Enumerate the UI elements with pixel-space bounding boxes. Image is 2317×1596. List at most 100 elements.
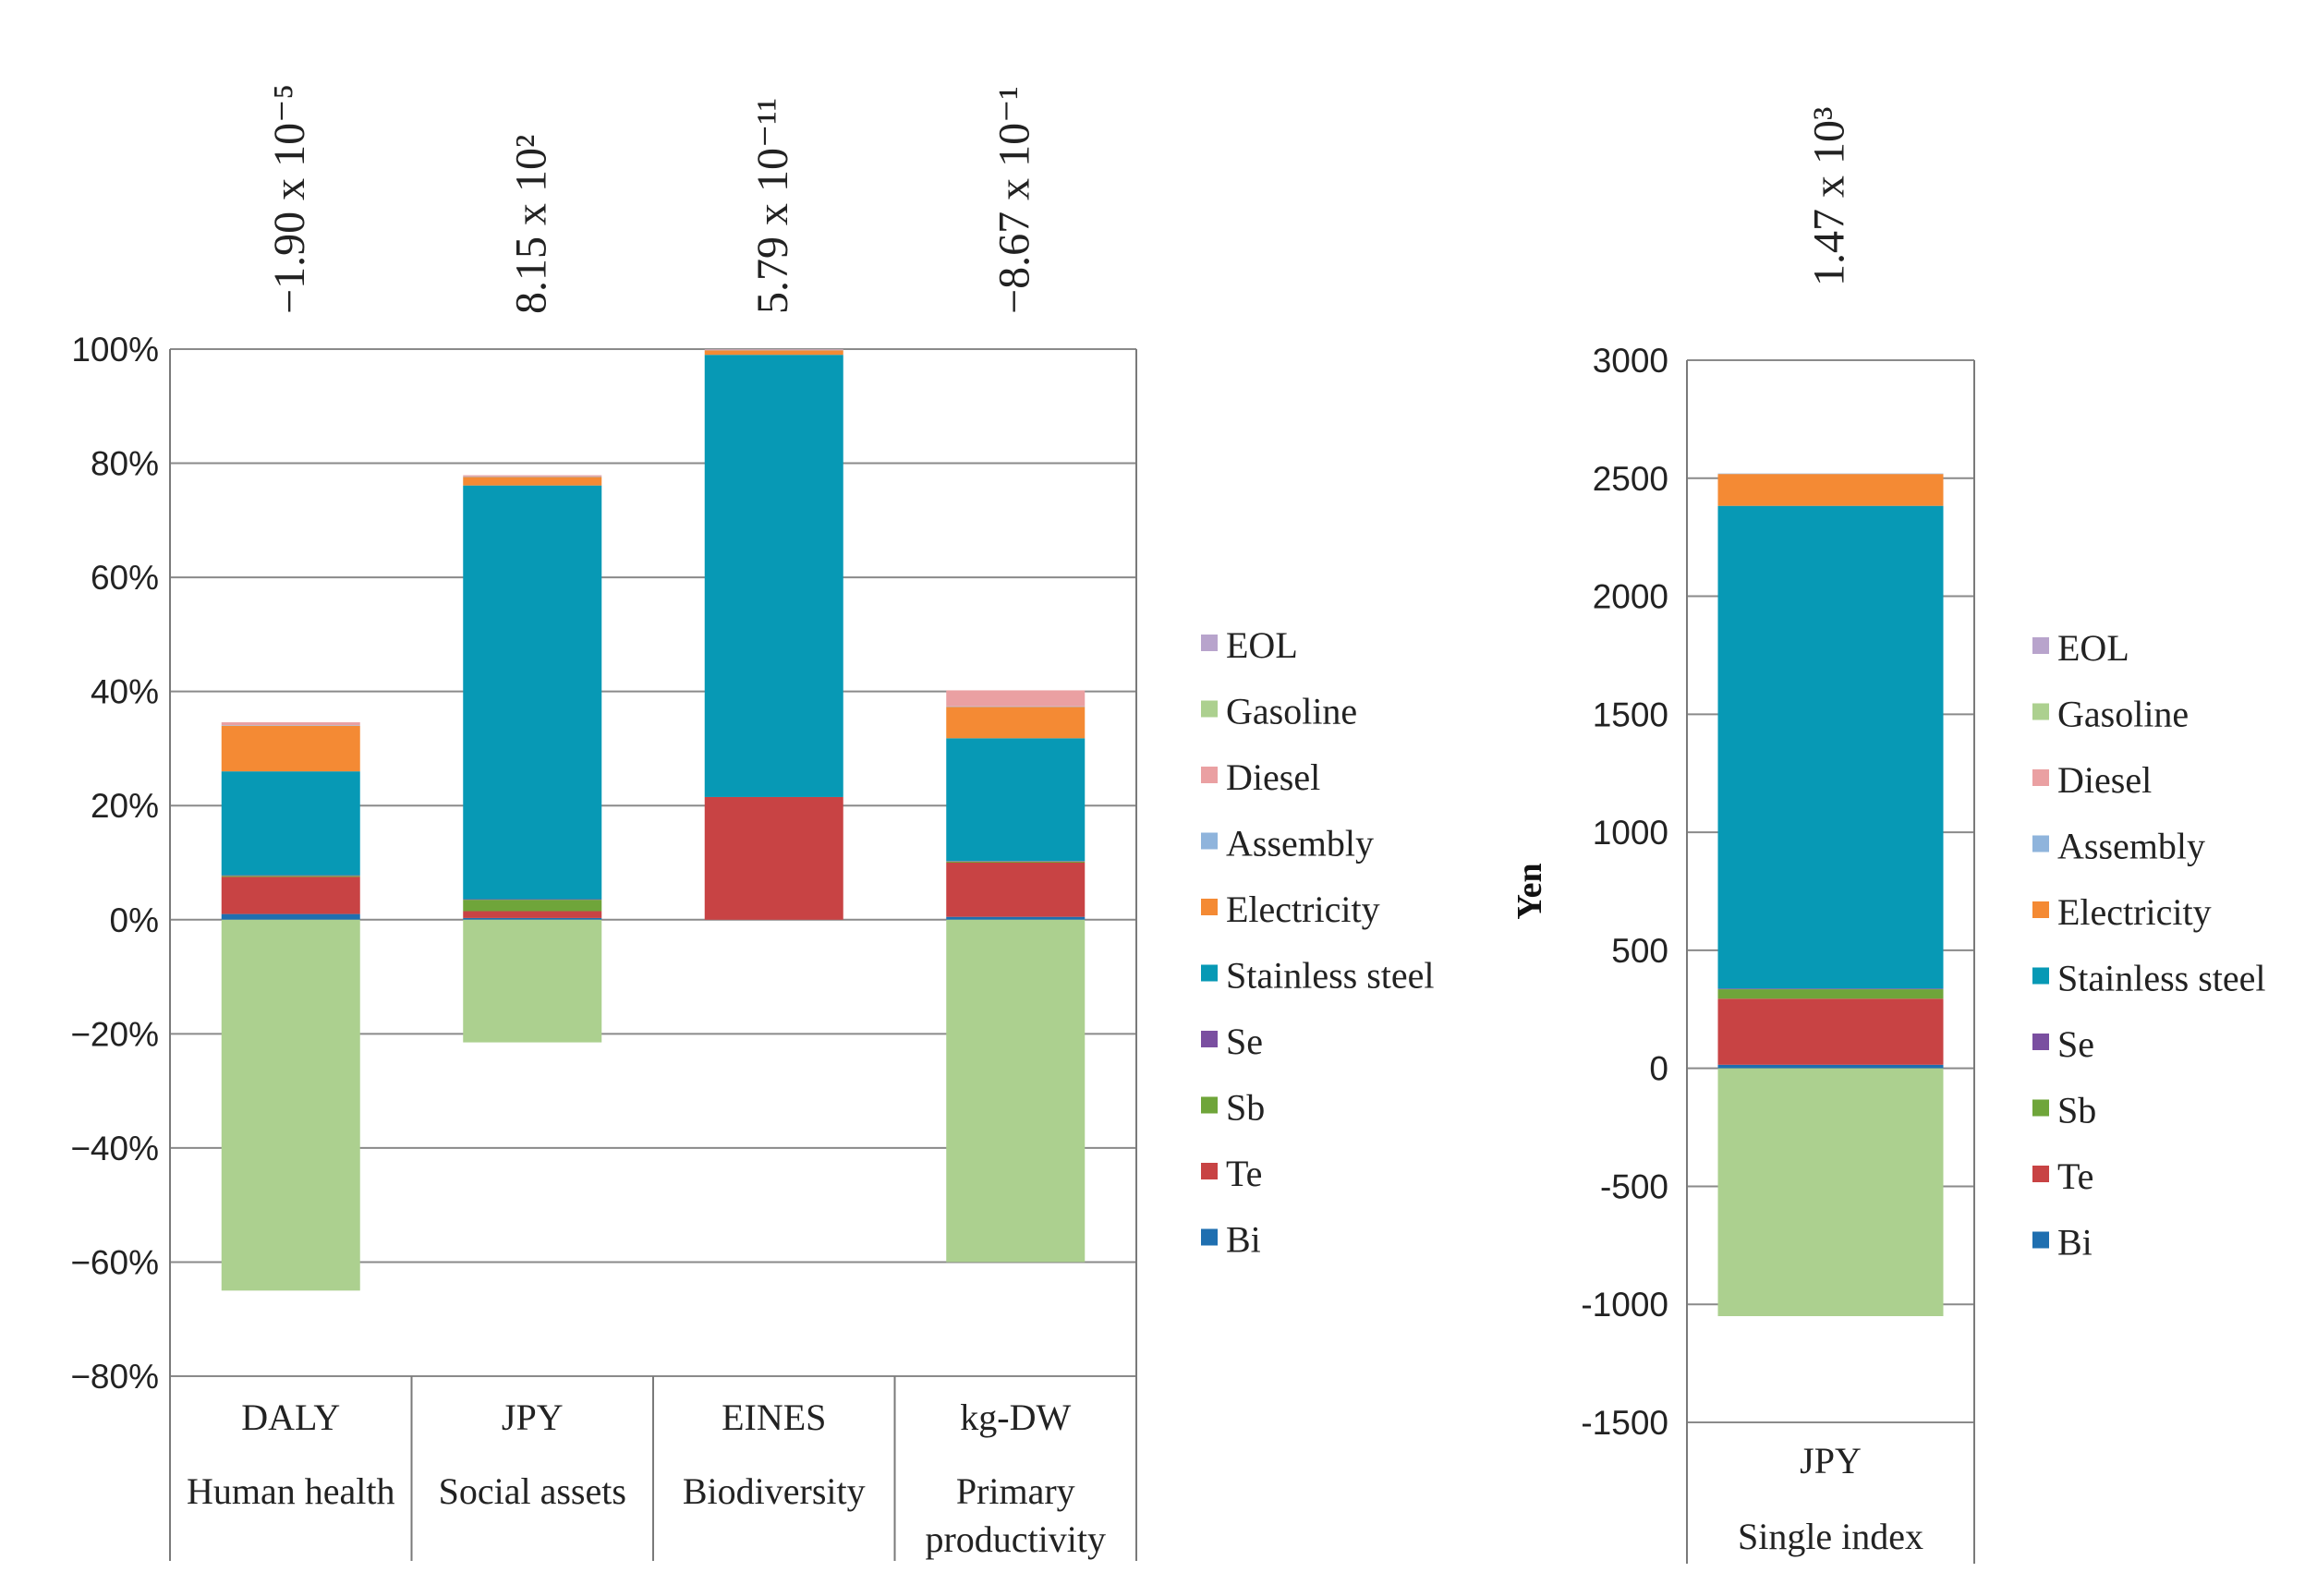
legend-swatch-bi xyxy=(2032,1231,2049,1249)
y-tick-label: -500 xyxy=(1600,1167,1668,1205)
legend-swatch-gasoline xyxy=(2032,703,2049,720)
category-unit-label: EINES xyxy=(722,1396,826,1438)
y-tick-label: −80% xyxy=(70,1358,159,1396)
y-tick-label: -1500 xyxy=(1581,1404,1668,1442)
legend-swatch-diesel xyxy=(2032,769,2049,786)
y-tick-label: −40% xyxy=(70,1130,159,1167)
y-tick-label: -1000 xyxy=(1581,1286,1668,1324)
bar-segment-te xyxy=(1717,998,1944,1065)
legend-swatch-sb xyxy=(1201,1096,1218,1114)
y-tick-label: 500 xyxy=(1611,932,1668,970)
bar-segment-assembly xyxy=(463,476,602,478)
legend-swatch-assembly xyxy=(1201,832,1218,850)
category-total-annotation: 8.15 x 10² xyxy=(506,135,555,314)
bar-segment-se xyxy=(1717,988,1944,990)
y-tick-label: 1500 xyxy=(1593,695,1668,733)
bar-segment-te xyxy=(946,863,1086,917)
legend-label-te: Te xyxy=(1226,1153,1262,1194)
y-tick-label: 60% xyxy=(91,559,159,597)
legend-label-assembly: Assembly xyxy=(2057,826,2205,867)
y-axis-title: Yen xyxy=(1510,863,1549,919)
bar-segment-gasoline xyxy=(946,919,1086,1263)
bar-segment-bi xyxy=(221,913,360,920)
legend-label-stainless-steel: Stainless steel xyxy=(2057,958,2266,999)
y-tick-label: −60% xyxy=(70,1243,159,1281)
legend-label-diesel: Diesel xyxy=(2057,759,2152,801)
y-tick-label: 40% xyxy=(91,673,159,711)
bar-segment-stainless-steel xyxy=(221,771,360,876)
legend-label-te: Te xyxy=(2057,1155,2093,1197)
y-tick-label: 2500 xyxy=(1593,460,1668,498)
legend-label-assembly: Assembly xyxy=(1226,823,1374,864)
bar-segment-diesel xyxy=(221,722,360,726)
category-unit-label: JPY xyxy=(1800,1440,1862,1481)
bar-segment-assembly xyxy=(221,725,360,726)
chart-single-index-yen: 3000 2500 2000 1500 1000 500 0 -500 -1000 -1500 JP… xyxy=(1510,107,2266,1564)
category-unit-label: kg-DW xyxy=(960,1396,1071,1438)
bar-segment-diesel xyxy=(946,690,1086,707)
legend-label-sb: Sb xyxy=(2057,1090,2096,1131)
category-label: Primary xyxy=(956,1470,1075,1512)
category-total-annotation: −1.90 x 10⁻⁵ xyxy=(265,84,314,314)
legend-swatch-te xyxy=(1201,1163,1218,1179)
bar-segment-electricity xyxy=(704,350,843,356)
legend-swatch-electricity xyxy=(1201,899,1218,915)
legend-label-se: Se xyxy=(2057,1023,2094,1065)
bar-segment-bi xyxy=(1717,1064,1944,1069)
legend-swatch-gasoline xyxy=(1201,700,1218,718)
bar-segment-diesel xyxy=(463,475,602,477)
legend-swatch-se xyxy=(1201,1031,1218,1047)
bar-segment-sb xyxy=(946,861,1086,863)
bar-segment-te xyxy=(704,796,843,920)
y-tick-label: 1000 xyxy=(1593,814,1668,852)
category-label: Biodiversity xyxy=(683,1470,866,1512)
bar-segment-bi xyxy=(946,916,1086,920)
category-label: Human health xyxy=(187,1470,395,1512)
bar-segment-gasoline xyxy=(1717,1068,1944,1316)
legend-label-electricity: Electricity xyxy=(1226,889,1380,930)
y-tick-label: 3000 xyxy=(1593,342,1668,380)
legend-label-bi: Bi xyxy=(2057,1222,2093,1264)
legend-label-diesel: Diesel xyxy=(1226,756,1320,798)
y-tick-label: 0% xyxy=(110,901,159,939)
legend-swatch-stainless-steel xyxy=(1201,964,1218,982)
legend-swatch-stainless-steel xyxy=(2032,967,2049,985)
legend-swatch-diesel xyxy=(1201,767,1218,783)
legend-swatch-assembly xyxy=(2032,835,2049,852)
bar-segment-sb xyxy=(463,900,602,912)
legend-swatch-bi xyxy=(1201,1228,1218,1246)
bar-segment-diesel xyxy=(704,349,843,350)
legend-swatch-se xyxy=(2032,1034,2049,1050)
bar-segment-electricity xyxy=(463,477,602,486)
bar-segment-assembly xyxy=(1717,473,1944,475)
bar-segment-electricity xyxy=(1717,474,1944,506)
bar-segment-stainless-steel xyxy=(463,485,602,900)
bar-segment-te xyxy=(463,911,602,918)
bar-segment-se xyxy=(221,875,360,877)
category-label: Social assets xyxy=(439,1470,626,1512)
y-tick-label: 0 xyxy=(1649,1050,1668,1088)
legend-label-eol: EOL xyxy=(2057,627,2129,669)
legend-label-electricity: Electricity xyxy=(2057,891,2212,933)
bar-segment-sb xyxy=(1717,989,1944,999)
category-label: productivity xyxy=(925,1518,1106,1560)
legend-swatch-electricity xyxy=(2032,901,2049,918)
legend-label-gasoline: Gasoline xyxy=(2057,694,2189,735)
category-total-annotation: −8.67 x 10⁻¹ xyxy=(989,86,1038,314)
y-tick-label: 2000 xyxy=(1593,578,1668,616)
bar-segment-assembly xyxy=(704,349,843,351)
legend-label-bi: Bi xyxy=(1226,1219,1261,1261)
y-tick-label: 20% xyxy=(91,787,159,825)
legend-label-se: Se xyxy=(1226,1021,1263,1062)
category-label: Single index xyxy=(1738,1516,1923,1557)
legend-swatch-sb xyxy=(2032,1099,2049,1117)
category-unit-label: JPY xyxy=(502,1396,564,1438)
legend-label-gasoline: Gasoline xyxy=(1226,691,1357,732)
bar-segment-stainless-steel xyxy=(704,355,843,797)
legend-label-stainless-steel: Stainless steel xyxy=(1226,955,1435,997)
legend-label-sb: Sb xyxy=(1226,1087,1265,1129)
bar-segment-electricity xyxy=(946,707,1086,739)
category-total-annotation: 1.47 x 10³ xyxy=(1805,107,1854,286)
legend-swatch-eol xyxy=(2032,637,2049,654)
